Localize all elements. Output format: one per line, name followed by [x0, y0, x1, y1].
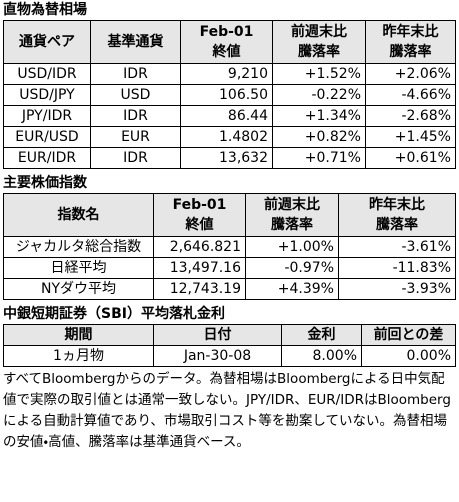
cell: 日経平均	[3, 257, 154, 279]
header-text: 前週末比	[291, 24, 347, 40]
cell: 0.00%	[361, 345, 456, 367]
header-text: 騰落率	[271, 217, 313, 233]
header-text: 騰落率	[376, 217, 418, 233]
header-cell: 期間	[3, 324, 154, 346]
cell: 8.00%	[281, 345, 362, 367]
row: EUR/IDR IDR 13,632 +0.71% +0.61%	[3, 147, 456, 169]
header-text: 金利	[307, 327, 336, 343]
cell: EUR/IDR	[3, 147, 91, 169]
header-text: 騰落率	[389, 44, 432, 60]
header-cell: 日付	[153, 324, 282, 346]
header-text: 前回との差	[373, 327, 444, 343]
cell: +0.61%	[365, 147, 456, 169]
cell: EUR	[90, 126, 181, 148]
header-text: Feb-01	[199, 24, 254, 40]
header-text: 騰落率	[298, 44, 340, 60]
cell: 13,497.16	[153, 257, 246, 279]
cell: +0.71%	[272, 147, 366, 169]
cell: Jan-30-08	[153, 345, 282, 367]
cell: 86.44	[180, 105, 273, 127]
row: 日経平均 13,497.16 -0.97% -11.83%	[3, 257, 456, 279]
cell: 106.50	[180, 84, 273, 106]
cell: -4.66%	[365, 84, 456, 106]
cell: EUR/USD	[3, 126, 91, 148]
header-cell: 通貨ペア	[3, 20, 91, 64]
header-cell: 昨年末比 騰落率	[365, 20, 456, 64]
header-text: 指数名	[57, 207, 100, 223]
header-cell: Feb-01 終値	[153, 193, 246, 237]
header-row: 指数名 Feb-01 終値 前週末比 騰落率 昨年末比 騰落率	[3, 193, 456, 237]
header-cell: Feb-01 終値	[180, 20, 273, 64]
cell: 9,210	[180, 63, 273, 85]
cell: IDR	[90, 63, 181, 85]
cell: 2,646.821	[153, 236, 246, 258]
cell: +1.00%	[245, 236, 339, 258]
header-cell: 前週末比 騰落率	[272, 20, 366, 64]
header-cell: 金利	[281, 324, 362, 346]
cell: +1.52%	[272, 63, 366, 85]
header-row: 期間 日付 金利 前回との差	[3, 324, 456, 346]
cell: NYダウ平均	[3, 278, 154, 300]
header-text: 終値	[185, 217, 214, 233]
cell: 1ヵ月物	[3, 345, 154, 367]
cell: 13,632	[180, 147, 273, 169]
section-title: 直物為替相場	[3, 2, 87, 18]
header-text: 通貨ペア	[19, 34, 75, 50]
table: 通貨ペア 基準通貨 Feb-01 終値 前週末比 騰落率 昨年末比 騰落率 USD/IDR IDR…	[3, 20, 456, 169]
header-cell: 指数名	[3, 193, 154, 237]
table: 期間 日付 金利 前回との差 1ヵ月物 Jan-30-08 8.00% 0.00%	[3, 324, 456, 367]
header-cell: 昨年末比 騰落率	[338, 193, 456, 237]
section-title: 主要株価指数	[3, 175, 87, 191]
section-title: 中銀短期証券（SBI）平均落札金利	[3, 306, 225, 322]
row: EUR/USD EUR 1.4802 +0.82% +1.45%	[3, 126, 456, 148]
cell: -11.83%	[338, 257, 456, 279]
cell: JPY/IDR	[3, 105, 91, 127]
header-text: 昨年末比	[369, 197, 425, 213]
cell: ジャカルタ総合指数	[3, 236, 154, 258]
row: NYダウ平均 12,743.19 +4.39% -3.93%	[3, 278, 456, 300]
cell: +2.06%	[365, 63, 456, 85]
cell: USD/JPY	[3, 84, 91, 106]
note: すべてBloombergからのデータ。為替相場はBloombergによる日中気配…	[3, 371, 451, 450]
header-text: 基準通貨	[107, 34, 164, 50]
row: ジャカルタ総合指数 2,646.821 +1.00% -3.61%	[3, 236, 456, 258]
cell: 1.4802	[180, 126, 273, 148]
cell: +1.45%	[365, 126, 456, 148]
cell: +0.82%	[272, 126, 366, 148]
row: JPY/IDR IDR 86.44 +1.34% -2.68%	[3, 105, 456, 127]
cell: IDR	[90, 105, 181, 127]
cell: 12,743.19	[153, 278, 246, 300]
cell: -3.61%	[338, 236, 456, 258]
cell: +4.39%	[245, 278, 339, 300]
header-text: Feb-01	[172, 197, 227, 213]
row: USD/IDR IDR 9,210 +1.52% +2.06%	[3, 63, 456, 85]
cell: IDR	[90, 147, 181, 169]
header-text: 日付	[203, 327, 232, 343]
header-text: 昨年末比	[382, 24, 439, 40]
row: 1ヵ月物 Jan-30-08 8.00% 0.00%	[3, 345, 456, 367]
header-cell: 前週末比 騰落率	[245, 193, 339, 237]
table: 指数名 Feb-01 終値 前週末比 騰落率 昨年末比 騰落率 ジャカルタ総合指数 2,646.…	[3, 193, 456, 300]
cell: -3.93%	[338, 278, 456, 300]
cell: -0.97%	[245, 257, 339, 279]
header-text: 期間	[64, 327, 93, 343]
cell: USD	[90, 84, 181, 106]
cell: -2.68%	[365, 105, 456, 127]
row: USD/JPY USD 106.50 -0.22% -4.66%	[3, 84, 456, 106]
cell: -0.22%	[272, 84, 366, 106]
header-text: 前週末比	[264, 197, 320, 213]
header-cell: 基準通貨	[90, 20, 181, 64]
header-text: 終値	[212, 44, 241, 60]
cell: +1.34%	[272, 105, 366, 127]
header-row: 通貨ペア 基準通貨 Feb-01 終値 前週末比 騰落率 昨年末比 騰落率	[3, 20, 456, 64]
cell: USD/IDR	[3, 63, 91, 85]
header-cell: 前回との差	[361, 324, 456, 346]
